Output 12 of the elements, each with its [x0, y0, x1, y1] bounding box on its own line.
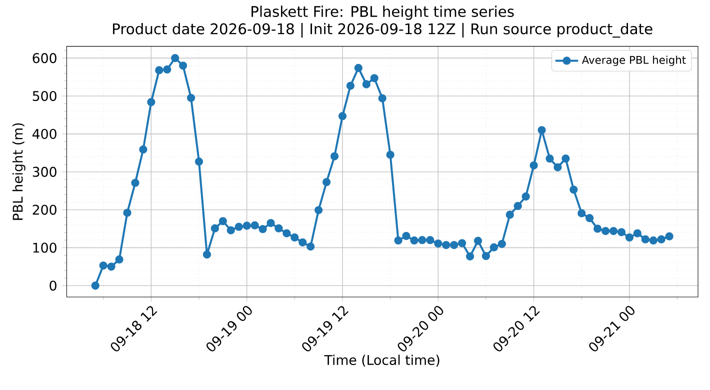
y-tick-label: 500: [32, 90, 56, 102]
y-tick-label: 300: [32, 166, 56, 177]
y-axis-title: PBL height (m): [12, 123, 26, 220]
y-tick-label: 600: [32, 53, 56, 64]
legend-label: Average PBL height: [582, 56, 686, 66]
y-tick-label: 200: [32, 204, 56, 215]
chart-title: Plaskett Fire: PBL height time series: [252, 6, 514, 20]
y-tick-label: 100: [33, 242, 56, 253]
x-axis-title: Time (Local time): [324, 354, 440, 367]
chart-subtitle: Product date 2026-09-18 | Init 2026-09-18 12Z | Run source product_date: [113, 22, 652, 38]
y-tick-label: 400: [32, 128, 56, 139]
y-tick-label: 0: [50, 280, 56, 291]
